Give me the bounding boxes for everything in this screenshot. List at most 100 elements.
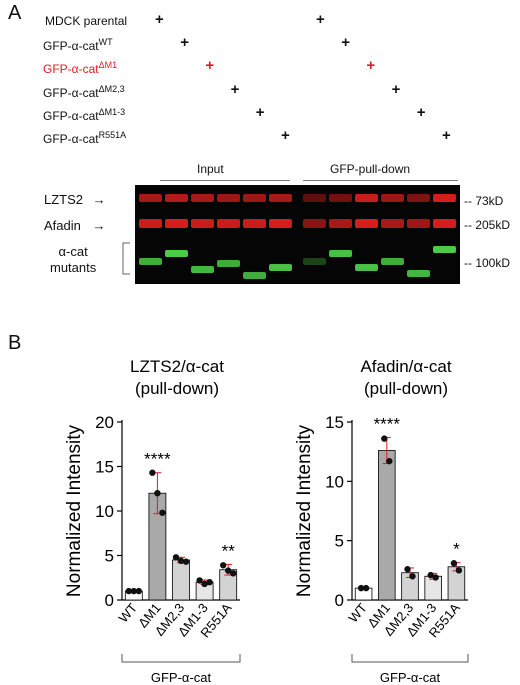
data-point: [172, 554, 180, 561]
blot-band: [139, 258, 162, 265]
data-point: [357, 584, 365, 592]
y-tick-label: 15: [325, 413, 344, 432]
row-label-superscript: ΔM2,3: [98, 83, 125, 94]
input-plus-2: +: [205, 57, 215, 75]
data-point: [381, 435, 388, 442]
lzts2-chart: LZTS2/α-cat (pull-down) Normalized Intensi…: [64, 357, 241, 685]
acat-bracket-icon: [122, 242, 130, 275]
blot-band: [165, 250, 188, 257]
input-group-line: [160, 180, 290, 181]
blot-band: [191, 194, 214, 202]
data-point: [220, 562, 227, 569]
significance-label-1: ****: [374, 414, 401, 433]
mutants-text: mutants: [50, 260, 97, 275]
data-point: [182, 558, 190, 565]
lzts2-blot: [135, 185, 460, 212]
data-point: [362, 584, 370, 592]
bar-3: [424, 575, 442, 601]
blot-band: [303, 258, 326, 265]
blot-band: [433, 246, 456, 253]
blot-band: [303, 219, 326, 228]
blot-band: [165, 194, 188, 202]
row-label-base: GFP-α-cat: [43, 39, 99, 54]
data-point: [450, 560, 458, 567]
group-bracket: [351, 654, 469, 663]
row-label-3: GFP-α-catΔM2,3: [43, 84, 125, 100]
y-tick-label: 20: [95, 413, 114, 432]
panel-b-letter: B: [8, 332, 22, 354]
data-point: [154, 490, 161, 497]
afadin-blot: [135, 212, 460, 236]
blot-band: [407, 194, 430, 202]
lzts2-text: LZTS2: [44, 192, 84, 207]
row-label-superscript: R551A: [98, 130, 127, 140]
blot-band: [269, 194, 292, 202]
blot-band: [243, 272, 266, 279]
chart-title-line2: (pull-down): [364, 379, 448, 398]
row-label-base: MDCK parental: [45, 14, 128, 28]
y-tick-label: 10: [325, 472, 344, 491]
blot-band: [191, 219, 214, 228]
data-point: [427, 571, 434, 579]
blot-band: [165, 219, 188, 228]
row-label-superscript: ΔM1: [98, 60, 118, 71]
data-point: [201, 580, 208, 588]
panel-a-letter: A: [8, 2, 22, 24]
chart-title-line1: Afadin/α-cat: [360, 357, 451, 376]
input-group-label: Input: [197, 162, 224, 176]
significance-label-1: ****: [144, 450, 171, 469]
pulldown-plus-5: +: [442, 127, 451, 144]
blot-band: [217, 260, 240, 267]
blot-background: [135, 212, 460, 236]
y-tick-label: 5: [105, 547, 114, 566]
blot-band: [217, 194, 240, 202]
group-label: GFP-α-cat: [151, 670, 212, 685]
blot-band: [355, 219, 378, 228]
data-point: [130, 587, 137, 595]
blot-band: [217, 219, 240, 228]
data-point: [196, 577, 203, 584]
blot-band: [329, 250, 352, 257]
data-point: [149, 469, 156, 476]
kd-100-label: -- 100kD: [464, 256, 511, 270]
afadin-arrow-icon: →: [92, 218, 106, 233]
blot-band: [407, 270, 430, 277]
input-plus-5: +: [281, 127, 290, 144]
bar-2: [172, 559, 190, 601]
data-point: [206, 579, 213, 586]
y-tick-label: 0: [105, 591, 114, 610]
acat-text: α-cat: [58, 244, 88, 259]
blot-background: [135, 236, 460, 284]
blot-band: [139, 219, 162, 228]
input-plus-4: +: [255, 103, 265, 121]
afadin-chart: Afadin/α-cat (pull-down) Normalized Intens…: [294, 357, 469, 685]
data-point: [177, 557, 185, 565]
row-label-superscript: ΔM1-3: [98, 106, 126, 117]
blot-band: [381, 219, 404, 228]
chart-title-line2: (pull-down): [135, 379, 219, 398]
pulldown-plus-0: +: [316, 11, 325, 28]
blot-band: [329, 219, 352, 228]
pulldown-plus-2: +: [366, 57, 376, 75]
bar-1: [378, 450, 396, 601]
row-label-0: MDCK parental: [45, 14, 127, 28]
chart-title-line1: LZTS2/α-cat: [130, 357, 224, 376]
pulldown-group-label: GFP-pull-down: [330, 162, 411, 176]
blot-band: [381, 194, 404, 202]
data-point: [135, 587, 142, 595]
row-label-5: GFP-α-catR551A: [43, 130, 126, 146]
data-point: [432, 574, 439, 581]
afadin-text: Afadin: [44, 218, 81, 233]
blot-band: [355, 264, 378, 271]
input-plus-1: +: [180, 34, 189, 52]
significance-label-4: *: [453, 540, 460, 559]
kd-73-label: -- 73kD: [464, 194, 504, 208]
input-plus-0: +: [155, 11, 164, 28]
row-label-base: GFP-α-cat: [43, 62, 99, 77]
y-axis-label: Normalized Intensity: [64, 424, 85, 597]
pulldown-plus-3: +: [391, 80, 401, 98]
blot-band: [407, 219, 430, 228]
blot-band: [243, 219, 266, 228]
blot-band: [329, 194, 352, 202]
y-tick-label: 10: [95, 502, 114, 521]
